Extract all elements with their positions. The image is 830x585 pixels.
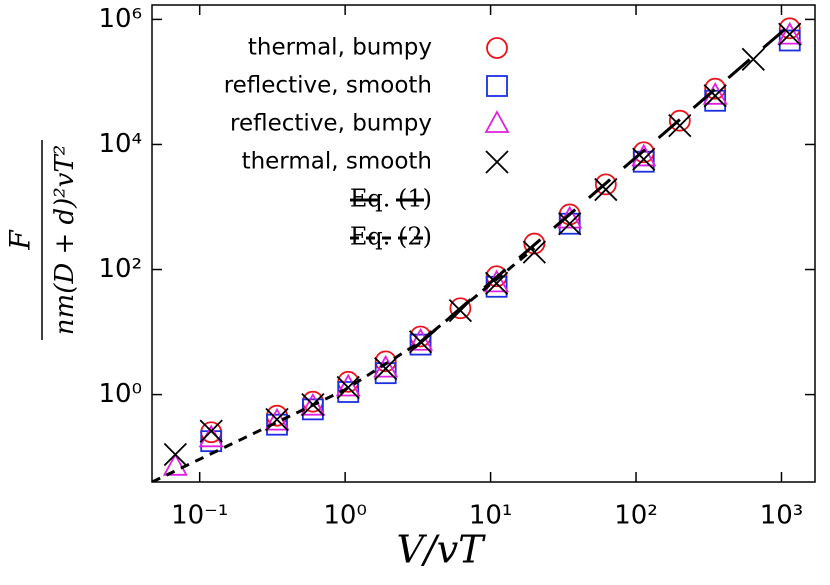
plot-area (152, 17, 803, 482)
cross-marker (632, 147, 656, 171)
triangle-marker (300, 392, 326, 416)
x-tick-label: 10⁰ (323, 501, 367, 531)
cross-marker (558, 212, 582, 236)
y-tick-label: 10² (98, 254, 142, 284)
circle-marker (594, 173, 617, 196)
plot-frame (151, 4, 816, 483)
cross-marker (522, 240, 547, 264)
circle-marker (778, 17, 801, 40)
square-marker (266, 413, 288, 436)
cross-marker (163, 442, 187, 467)
cross-marker (741, 47, 765, 71)
triangle-marker (777, 21, 803, 45)
circle-marker (486, 37, 508, 59)
y-tick-label: 10⁶ (98, 4, 142, 34)
cross-marker (778, 22, 802, 46)
circle-marker (668, 109, 691, 132)
triangle-marker (198, 424, 224, 448)
circle-marker (523, 232, 546, 255)
fit-line (413, 21, 794, 349)
y-label-numerator: F (4, 229, 37, 251)
y-tick-label: 10⁴ (98, 129, 142, 159)
square-marker (409, 333, 432, 356)
y-label-denominator: nm(D + d)²vT² (50, 145, 80, 335)
cross-marker (374, 357, 398, 381)
x-tick-label: 10¹ (469, 501, 513, 531)
cross-marker (703, 84, 727, 108)
x-tick-label: 10⁻¹ (171, 501, 228, 531)
y-axis-label: F nm(D + d)²vT² (4, 140, 80, 340)
triangle-marker (484, 110, 510, 133)
cross-marker (485, 150, 509, 174)
triangle-marker (162, 452, 188, 476)
square-marker (486, 75, 508, 97)
square-marker (374, 362, 397, 385)
legend-label: reflective, bumpy (230, 111, 432, 137)
y-tick-label: 10⁰ (98, 379, 142, 409)
x-axis-label: V/vT (396, 528, 486, 572)
triangle-marker (335, 373, 361, 397)
x-tick-label: 10³ (760, 501, 804, 531)
legend-label: reflective, smooth (224, 73, 432, 99)
x-tick-label: 10² (614, 501, 658, 531)
fit-line (152, 246, 536, 482)
cross-marker (594, 177, 618, 202)
cross-marker (484, 271, 509, 296)
cross-marker (668, 114, 692, 138)
circle-marker (704, 77, 727, 100)
legend-label: thermal, smooth (242, 149, 432, 175)
circle-marker (449, 297, 472, 320)
cross-marker (336, 375, 360, 400)
square-marker (200, 430, 223, 453)
circle-marker (374, 350, 397, 373)
cross-marker (199, 419, 223, 443)
legend-label: thermal, bumpy (248, 35, 432, 61)
